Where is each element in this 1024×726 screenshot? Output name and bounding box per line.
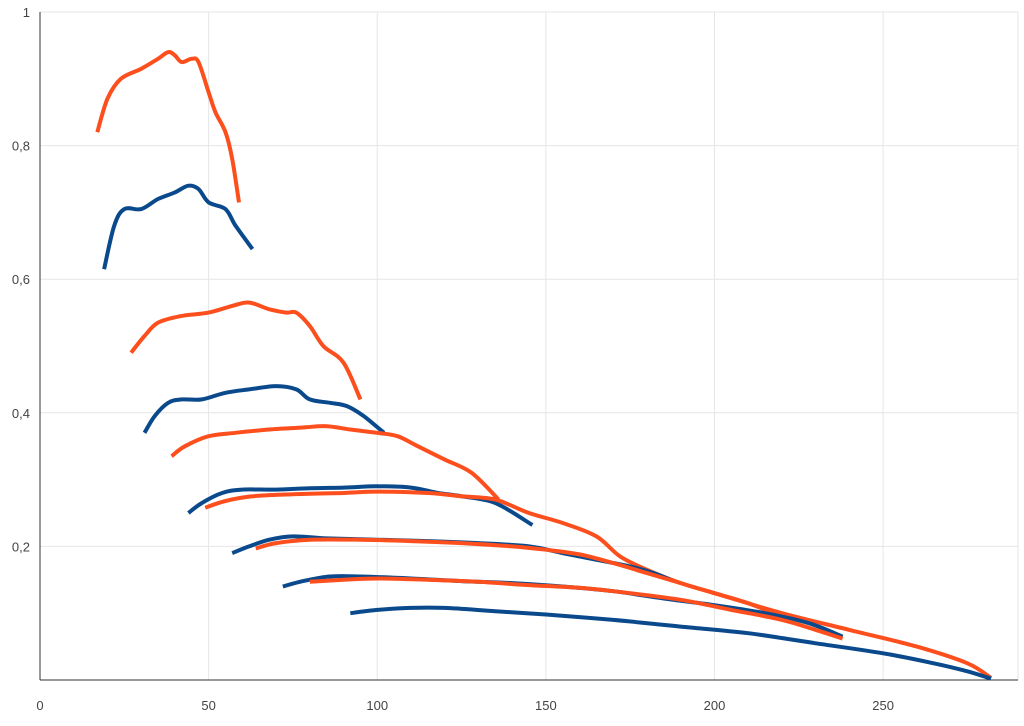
series-line-9 — [255, 537, 993, 680]
x-tick-label: 250 — [872, 698, 894, 713]
series-line-7 — [204, 489, 783, 619]
series-line-11 — [309, 576, 844, 641]
y-tick-label: 1 — [23, 5, 30, 20]
x-tick-label: 0 — [36, 698, 43, 713]
y-tick-label: 0,8 — [12, 139, 30, 154]
y-tick-label: 0,2 — [12, 539, 30, 554]
series-line-4 — [142, 384, 386, 435]
y-tick-label: 0,4 — [12, 406, 30, 421]
series-layer — [95, 50, 993, 681]
series-line-3 — [129, 300, 363, 401]
series-line-2 — [102, 183, 255, 270]
series-line-12 — [350, 605, 992, 681]
series-line-5 — [170, 424, 501, 502]
y-tick-label: 0,6 — [12, 272, 30, 287]
grid-lines — [40, 11, 1019, 680]
axes — [39, 12, 1018, 681]
x-tick-label: 50 — [201, 698, 215, 713]
x-tick-label: 150 — [535, 698, 557, 713]
x-tick-label: 200 — [704, 698, 726, 713]
x-tick-label: 100 — [366, 698, 388, 713]
tick-labels: 0,2 0,4 0,6 0,8 1 0 50 100 150 200 250 — [12, 5, 894, 713]
series-line-1 — [95, 50, 241, 203]
